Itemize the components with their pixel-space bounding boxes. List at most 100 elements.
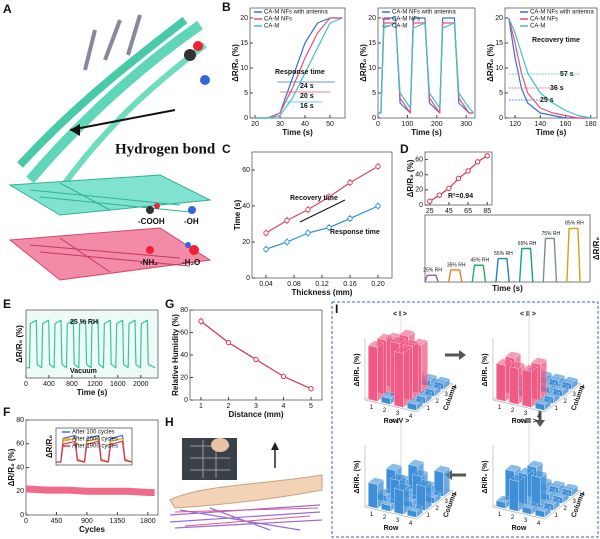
column-tick-label: 4 [454, 385, 458, 391]
bar-top [508, 474, 526, 482]
row-tick-label: 2 [511, 515, 515, 521]
bar [368, 482, 378, 509]
molecule [193, 41, 203, 51]
subpanel-title: < IV > [391, 418, 410, 425]
x-tick-label: 120 [509, 121, 521, 128]
data-point [474, 159, 481, 165]
x-axis-label: Time (s) [536, 128, 567, 137]
legend-label: CA-M [530, 24, 545, 30]
x-tick-label: 25 [426, 208, 434, 215]
row-tick-label: 1 [498, 512, 502, 518]
y-tick-label: 5 [244, 90, 248, 97]
data-point [484, 153, 490, 159]
bar-top [543, 390, 561, 398]
annotation: 20 s [300, 93, 314, 100]
y-tick-label: 10 [240, 65, 248, 72]
bar-top [407, 459, 425, 467]
finger [211, 438, 229, 452]
column-tick-label: 1 [555, 513, 559, 519]
molecule [200, 75, 210, 85]
x-tick-label: 30 [276, 121, 284, 128]
bar-top [376, 333, 394, 341]
data-line [255, 17, 343, 119]
z-axis-label: ΔR/R₀ (%) [482, 353, 489, 386]
x-tick-label: 180 [585, 121, 597, 128]
column-tick-label: 1 [555, 406, 559, 412]
bar-top [517, 467, 535, 475]
y-axis-label: ΔR/R₀ (%) [231, 44, 240, 82]
column-tick-label: 1 [427, 406, 431, 412]
legend-label: CA-M NFs [392, 17, 420, 23]
bar-top [521, 501, 539, 509]
series-label: 65% RH [518, 241, 537, 247]
row-tick-label: 2 [383, 515, 387, 521]
data-line [265, 205, 379, 250]
row-tick-label: 4 [537, 414, 541, 420]
bar-top [393, 346, 411, 354]
electrode-mesh [174, 507, 319, 527]
mesh [29, 182, 191, 213]
y-tick-label: 40 [180, 352, 188, 359]
data-point [326, 194, 332, 200]
bar-top [530, 357, 548, 365]
y-axis-label: ΔR/R₀ (%) [406, 159, 415, 197]
x-tick-label: 100 [402, 121, 414, 128]
bar-top [548, 480, 566, 488]
x-tick-label: 0.16 [343, 281, 357, 288]
panel-frame [331, 301, 599, 538]
annotation: Response time [330, 229, 380, 236]
bar-top [433, 465, 451, 473]
y-tick-label: 60 [16, 441, 24, 448]
data-point [375, 203, 381, 209]
x-tick-label: 45 [445, 208, 453, 215]
bar-top [504, 351, 522, 359]
legend-label: CA-M NFs with antenna [392, 10, 456, 16]
data-point [198, 318, 204, 324]
mesh [29, 237, 191, 273]
column-tick-label: 4 [454, 492, 458, 498]
data-line [56, 440, 133, 463]
panel-label: I [335, 302, 338, 316]
column-tick-label: 3 [445, 499, 449, 505]
data-point [305, 230, 311, 236]
series-label: 45% RH [471, 258, 490, 264]
x-axis-label: Thickness (mm) [292, 288, 353, 297]
x-tick-label: 450 [51, 518, 63, 525]
row-tick-label: 2 [511, 408, 515, 414]
y-tick-label: 0 [372, 115, 376, 122]
y-axis-label: Time (s) [233, 199, 242, 230]
bar-side [421, 340, 428, 394]
bar-top [415, 390, 433, 398]
y-tick-label: 40 [242, 203, 250, 210]
y-axis-label: Relative Humidity (%) [171, 314, 180, 396]
legend-label: CA-M [264, 24, 279, 30]
data-line [518, 247, 534, 283]
bar-top [548, 373, 566, 381]
row-tick-label: 3 [524, 411, 528, 417]
x-axis-label: Time (s) [411, 128, 442, 137]
x-tick-label: 50 [326, 121, 334, 128]
arrow [69, 109, 176, 131]
row-tick-label: 2 [383, 408, 387, 414]
legend-label: CA-M NFs with antenna [264, 10, 328, 16]
x-tick-label: 2 [227, 403, 231, 410]
hand [169, 474, 323, 509]
y-tick-label: 15 [368, 40, 376, 47]
molecule-icon [188, 206, 196, 214]
series-label: 25% RH [423, 268, 442, 274]
bar-top [389, 473, 407, 481]
bar-top [552, 383, 570, 391]
y-tick-label: 20 [495, 15, 503, 22]
data-line [56, 434, 133, 463]
x-tick-label: 0.08 [287, 281, 301, 288]
row-axis-label: Row [384, 418, 399, 425]
row-axis-label: Row [512, 418, 527, 425]
y-tick-label: 20 [368, 15, 376, 22]
row-axis-label: Row [512, 525, 527, 532]
panel-h-illustration [169, 438, 323, 531]
series-label: 85% RH [565, 221, 584, 227]
arrow-head [271, 442, 279, 450]
panel-label: A [3, 2, 12, 16]
data-point [225, 339, 232, 346]
bar-top [508, 361, 526, 369]
